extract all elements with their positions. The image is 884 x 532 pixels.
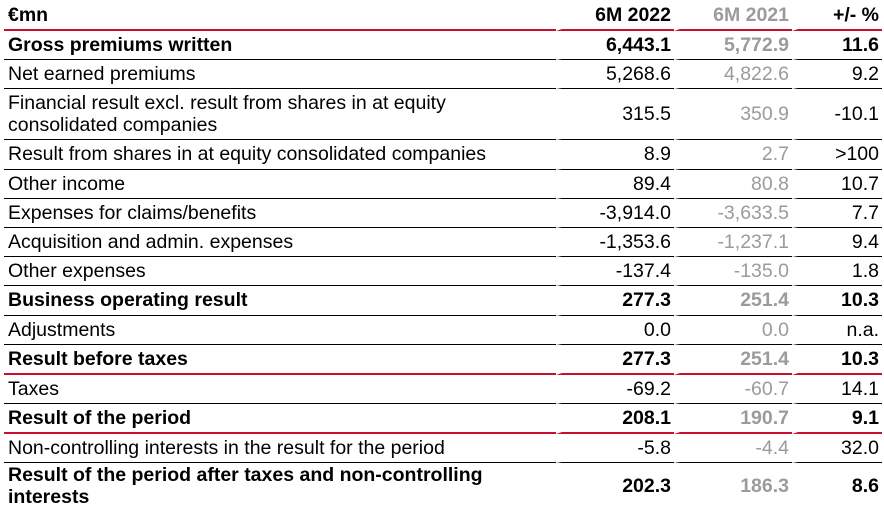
table-row: Acquisition and admin. expenses -1,353.6… [4, 227, 882, 258]
row-label: Other expenses [4, 257, 556, 287]
row-label: Result of the period [4, 404, 556, 435]
header-previous-period: 6M 2021 [674, 0, 792, 31]
previous-value: -4.4 [674, 434, 792, 464]
row-label: Expenses for claims/benefits [4, 199, 556, 228]
row-label: Other income [4, 170, 556, 199]
table-row: Result from shares in at equity consolid… [4, 140, 882, 170]
previous-value: 251.4 [674, 344, 792, 375]
change-value: >100 [792, 140, 882, 170]
current-value: -1,353.6 [556, 227, 674, 258]
previous-value: 190.7 [674, 404, 792, 435]
header-change-percent: +/- % [792, 0, 882, 31]
table-row: Expenses for claims/benefits -3,914.0 -3… [4, 198, 882, 228]
previous-value: 186.3 [674, 463, 792, 510]
table-row: Result of the period 208.1 190.7 9.1 [4, 404, 882, 435]
table-row: Taxes -69.2 -60.7 14.1 [4, 374, 882, 405]
change-value: 32.0 [792, 434, 882, 464]
current-value: -5.8 [556, 434, 674, 464]
current-value: 89.4 [556, 169, 674, 199]
previous-value: 5,772.9 [674, 31, 792, 61]
change-value: 10.3 [792, 344, 882, 375]
previous-value: 251.4 [674, 286, 792, 316]
table-row: Other income 89.4 80.8 10.7 [4, 169, 882, 199]
change-value: -10.1 [792, 89, 882, 141]
current-value: 6,443.1 [556, 31, 674, 61]
table-row: Business operating result 277.3 251.4 10… [4, 286, 882, 316]
previous-value: 4,822.6 [674, 60, 792, 90]
header-current-period: 6M 2022 [556, 0, 674, 31]
income-statement-table: €mn 6M 2022 6M 2021 +/- % Gross premiums… [4, 0, 882, 510]
header-currency-unit: €mn [4, 0, 556, 31]
previous-value: 80.8 [674, 169, 792, 199]
previous-value: 0.0 [674, 315, 792, 345]
table-row: Financial result excl. result from share… [4, 89, 882, 141]
table-row: Result before taxes 277.3 251.4 10.3 [4, 344, 882, 375]
row-label: Business operating result [4, 286, 556, 316]
current-value: -137.4 [556, 257, 674, 287]
previous-value: -1,237.1 [674, 227, 792, 258]
current-value: 8.9 [556, 140, 674, 170]
change-value: 14.1 [792, 374, 882, 405]
current-value: 208.1 [556, 404, 674, 435]
row-label: Result from shares in at equity consolid… [4, 140, 556, 170]
row-label: Result of the period after taxes and non… [8, 464, 483, 509]
previous-value: 350.9 [674, 89, 792, 141]
change-value: 9.4 [792, 227, 882, 258]
current-value: 5,268.6 [556, 60, 674, 90]
table-row: Other expenses -137.4 -135.0 1.8 [4, 257, 882, 287]
current-value: 202.3 [556, 463, 674, 510]
change-value: 11.6 [792, 31, 882, 61]
table-row: Gross premiums written 6,443.1 5,772.9 1… [4, 31, 882, 61]
change-value: 8.6 [792, 463, 882, 510]
current-value: -3,914.0 [556, 198, 674, 228]
change-value: 1.8 [792, 257, 882, 287]
table-row: Non-controlling interests in the result … [4, 434, 882, 464]
change-value: 9.1 [792, 404, 882, 435]
change-value: 10.7 [792, 169, 882, 199]
row-label: Taxes [4, 375, 556, 405]
previous-value: 2.7 [674, 140, 792, 170]
change-value: 10.3 [792, 286, 882, 316]
current-value: 277.3 [556, 344, 674, 375]
change-value: n.a. [792, 315, 882, 345]
change-value: 7.7 [792, 198, 882, 228]
current-value: -69.2 [556, 374, 674, 405]
previous-value: -60.7 [674, 374, 792, 405]
table-body: Gross premiums written 6,443.1 5,772.9 1… [4, 31, 882, 510]
table-row: Result of the period after taxes and non… [4, 463, 882, 510]
row-label: Acquisition and admin. expenses [4, 228, 556, 258]
row-label: Gross premiums written [4, 31, 556, 61]
change-value: 9.2 [792, 60, 882, 90]
row-label: Financial result excl. result from share… [4, 89, 556, 141]
current-value: 315.5 [556, 89, 674, 141]
table-header-row: €mn 6M 2022 6M 2021 +/- % [4, 0, 882, 31]
row-label: Non-controlling interests in the result … [4, 434, 556, 464]
row-label: Net earned premiums [4, 60, 556, 90]
current-value: 277.3 [556, 286, 674, 316]
row-label: Result before taxes [4, 345, 556, 375]
previous-value: -135.0 [674, 257, 792, 287]
previous-value: -3,633.5 [674, 198, 792, 228]
table-row: Net earned premiums 5,268.6 4,822.6 9.2 [4, 60, 882, 90]
table-row: Adjustments 0.0 0.0 n.a. [4, 315, 882, 345]
current-value: 0.0 [556, 315, 674, 345]
row-label: Adjustments [4, 316, 556, 345]
